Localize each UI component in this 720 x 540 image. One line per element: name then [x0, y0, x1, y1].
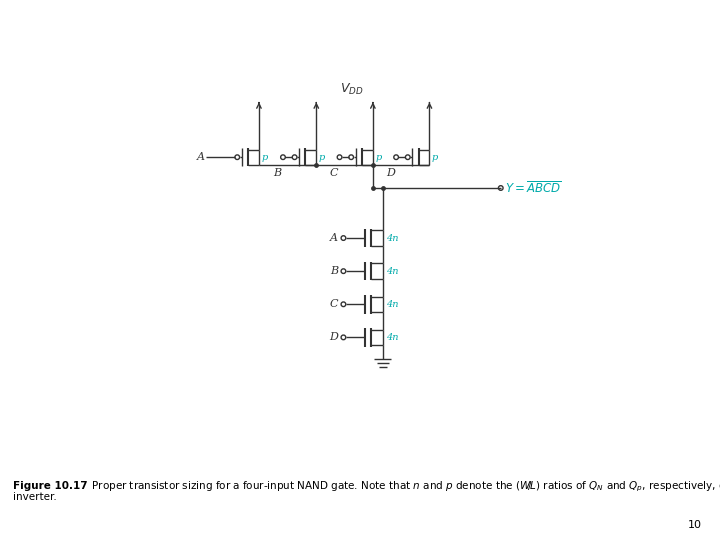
- Text: 4n: 4n: [386, 267, 399, 275]
- Text: p: p: [432, 153, 438, 161]
- Text: Proper transistor sizing for a four-input NAND gate. Note that $n$ and $p$ denot: Proper transistor sizing for a four-inpu…: [85, 479, 720, 494]
- Text: A: A: [330, 233, 338, 243]
- Text: A: A: [197, 152, 204, 162]
- Text: D: D: [329, 333, 338, 342]
- Text: B: B: [274, 168, 282, 178]
- Text: 10: 10: [688, 520, 702, 530]
- Text: C: C: [330, 299, 338, 309]
- Text: Figure 10.17: Figure 10.17: [13, 481, 88, 491]
- Text: p: p: [319, 153, 325, 161]
- Text: p: p: [375, 153, 382, 161]
- Text: $V_{DD}$: $V_{DD}$: [340, 82, 364, 97]
- Text: C: C: [330, 168, 338, 178]
- Text: 4n: 4n: [386, 233, 399, 242]
- Text: B: B: [330, 266, 338, 276]
- Text: $Y = \overline{ABCD}$: $Y = \overline{ABCD}$: [505, 180, 562, 196]
- Text: 4n: 4n: [386, 333, 399, 342]
- Text: 4n: 4n: [386, 300, 399, 309]
- Text: inverter.: inverter.: [13, 491, 57, 502]
- Text: p: p: [261, 153, 268, 161]
- Text: D: D: [386, 168, 395, 178]
